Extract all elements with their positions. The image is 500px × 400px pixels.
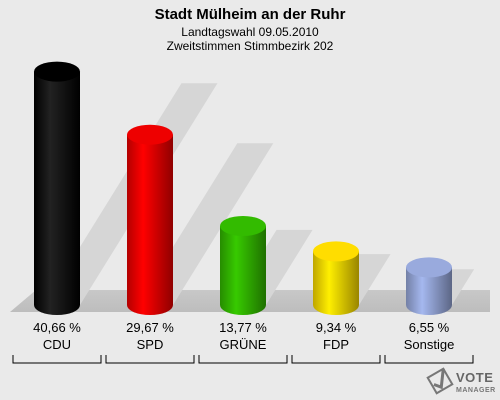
chart-subtitle-district: Zweitstimmen Stimmbezirk 202 <box>167 39 334 53</box>
value-label: 13,77 % <box>219 320 267 335</box>
category-label: GRÜNE <box>220 337 267 352</box>
bar-body <box>406 267 452 315</box>
bar-fdp <box>313 241 359 315</box>
category-bracket <box>384 355 474 364</box>
bar-body <box>127 134 173 315</box>
chart-title: Stadt Mülheim an der Ruhr <box>155 6 346 23</box>
checkmark-icon <box>426 367 454 395</box>
vote-manager-logo: VOTE MANAGER <box>426 367 496 395</box>
bar-top <box>313 241 359 262</box>
logo-sub: MANAGER <box>456 387 496 394</box>
labels: 40,66 % CDU 29,67 % SPD 13,77 % GRÜNE 9,34 % FD… <box>33 320 454 352</box>
category-label: FDP <box>323 337 349 352</box>
category-brackets <box>12 355 474 364</box>
bar-body <box>34 71 80 315</box>
bar-sonstige <box>406 257 452 315</box>
bar-body <box>220 225 266 315</box>
category-label: Sonstige <box>404 337 455 352</box>
bar-body <box>313 251 359 315</box>
category-bracket <box>198 355 288 364</box>
bars <box>34 61 452 315</box>
category-bracket <box>291 355 381 364</box>
bar-top <box>220 215 266 236</box>
value-label: 40,66 % <box>33 320 81 335</box>
bar-top <box>34 61 80 82</box>
category-bracket <box>105 355 195 364</box>
category-bracket <box>12 355 102 364</box>
category-label: CDU <box>43 337 71 352</box>
value-label: 6,55 % <box>409 320 450 335</box>
chart-subtitle-date: Landtagswahl 09.05.2010 <box>181 25 319 39</box>
bar-top <box>406 257 452 278</box>
bar-spd <box>127 124 173 315</box>
category-label: SPD <box>137 337 164 352</box>
logo-name: VOTE <box>456 370 493 385</box>
bar-cdu <box>34 61 80 315</box>
bar-top <box>127 124 173 145</box>
value-label: 29,67 % <box>126 320 174 335</box>
value-label: 9,34 % <box>316 320 357 335</box>
bar-grüne <box>220 215 266 315</box>
